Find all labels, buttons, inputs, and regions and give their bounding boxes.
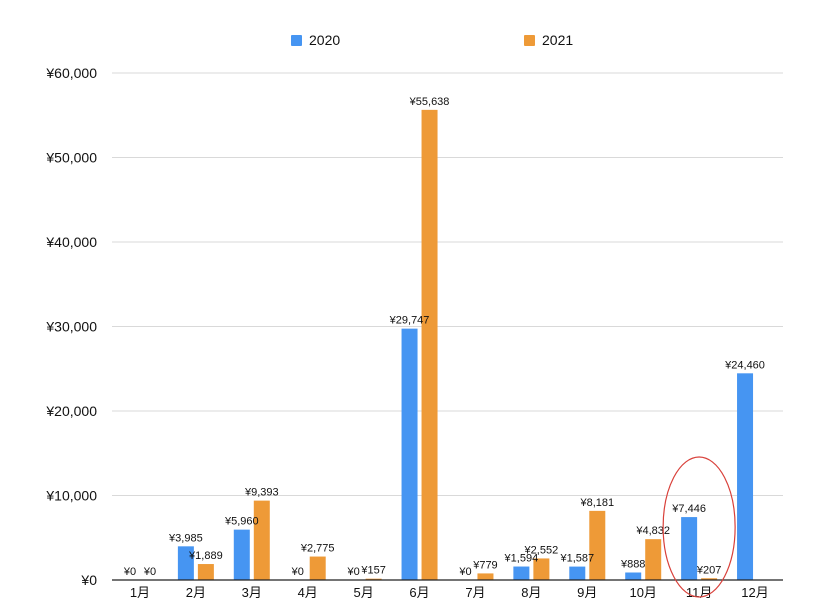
highlight-ellipse xyxy=(662,456,736,598)
data-label-2021-9: ¥8,181 xyxy=(579,497,614,509)
data-label-2020-1: ¥0 xyxy=(123,566,136,578)
bar-2020-11 xyxy=(681,517,698,580)
y-tick-label: ¥60,000 xyxy=(45,65,97,81)
bar-2021-2 xyxy=(197,564,214,580)
gridlines xyxy=(112,72,783,496)
data-label-2021-5: ¥157 xyxy=(360,565,385,577)
data-label-2021-4: ¥2,775 xyxy=(300,543,335,555)
data-label-2020-9: ¥1,587 xyxy=(559,553,594,565)
bar-2020-12 xyxy=(737,373,754,580)
y-tick-label: ¥30,000 xyxy=(45,319,97,335)
data-label-2020-7: ¥0 xyxy=(458,566,471,578)
data-label-2021-11: ¥207 xyxy=(696,564,721,576)
bars xyxy=(177,109,754,581)
data-label-2021-6: ¥55,638 xyxy=(409,96,450,108)
bar-2021-7 xyxy=(477,573,494,580)
legend-item-2020: 2020 xyxy=(291,30,340,50)
x-tick-label: 5月 xyxy=(354,585,374,600)
bar-2020-3 xyxy=(233,529,250,580)
y-tick-label: ¥0 xyxy=(80,572,97,588)
data-labels: ¥0 ¥0¥3,985¥1,889¥5,960¥9,393¥0¥2,775¥0 ¥1… xyxy=(123,96,765,578)
x-tick-label: 6月 xyxy=(409,585,429,600)
y-tick-label: ¥10,000 xyxy=(45,488,97,504)
y-tick-label: ¥50,000 xyxy=(45,150,97,166)
data-label-2021-3: ¥9,393 xyxy=(244,487,279,499)
data-label-2020-2: ¥3,985 xyxy=(168,532,203,544)
data-label-2020-8: ¥1,594 xyxy=(504,553,539,565)
x-tick-label: 1月 xyxy=(130,585,150,600)
x-tick-label: 3月 xyxy=(242,585,262,600)
data-label-2021-10: ¥4,832 xyxy=(635,525,670,537)
data-label-2020-4: ¥0 xyxy=(291,566,304,578)
x-tick-label: 11月 xyxy=(686,585,713,600)
data-label-2020-12: ¥24,460 xyxy=(724,359,765,371)
bar-2020-2 xyxy=(177,546,194,580)
y-axis-ticks: ¥0 ¥10,000 ¥20,000 ¥30,000 ¥40,000 ¥50,000 ¥60… xyxy=(45,65,97,588)
data-label-2020-6: ¥29,747 xyxy=(389,315,430,327)
x-tick-label: 10月 xyxy=(629,585,656,600)
bar-2021-5 xyxy=(365,578,382,580)
data-label-2021-1: ¥0 xyxy=(143,566,156,578)
data-label-2020-5: ¥0 xyxy=(347,566,360,578)
bar-2020-6 xyxy=(401,328,418,580)
y-tick-label: ¥40,000 xyxy=(45,234,97,250)
bar-2020-9 xyxy=(569,566,586,580)
data-label-2020-3: ¥5,960 xyxy=(224,516,259,528)
x-tick-label: 9月 xyxy=(577,585,597,600)
bar-2021-8 xyxy=(533,558,550,580)
bar-2020-10 xyxy=(625,572,642,580)
y-tick-label: ¥20,000 xyxy=(45,403,97,419)
legend-swatch-2021 xyxy=(524,34,535,46)
legend-label-2021: 2021 xyxy=(542,32,574,48)
data-label-2020-10: ¥888 xyxy=(620,558,645,570)
data-label-2021-2: ¥1,889 xyxy=(188,550,223,562)
bar-2021-11 xyxy=(701,578,718,580)
x-tick-label: 4月 xyxy=(298,585,318,600)
legend-swatch-2020 xyxy=(291,34,302,46)
bar-2020-8 xyxy=(513,566,530,580)
x-tick-label: 8月 xyxy=(521,585,541,600)
bar-2021-9 xyxy=(589,510,606,580)
annotation-layer xyxy=(662,456,736,598)
bar-2021-6 xyxy=(421,109,438,581)
data-label-2021-7: ¥779 xyxy=(472,559,497,571)
legend-item-2021: 2021 xyxy=(524,30,573,50)
x-tick-label: 12月 xyxy=(741,585,768,600)
data-label-2021-8: ¥2,552 xyxy=(524,544,559,556)
x-axis: 1月 2月 3月 4月 5月 6月 7月 8月 9月 10月 11月 12月 xyxy=(112,579,783,600)
bar-2021-4 xyxy=(309,556,326,580)
legend-label-2020: 2020 xyxy=(309,32,341,48)
bar-2021-3 xyxy=(253,500,270,580)
x-tick-label: 2月 xyxy=(186,585,206,600)
x-tick-label: 7月 xyxy=(465,585,485,600)
chart-legend: 2020 2021 xyxy=(0,30,834,54)
bar-2021-10 xyxy=(645,539,662,580)
data-label-2020-11: ¥7,446 xyxy=(671,503,706,515)
